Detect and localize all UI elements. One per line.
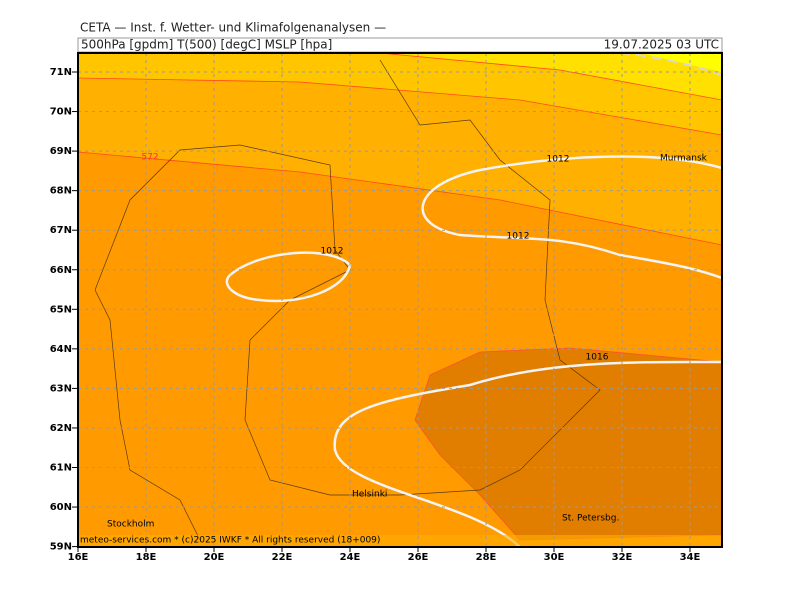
lon-label: 30E	[544, 552, 565, 563]
lat-label: 61N	[50, 463, 72, 474]
boundary	[78, 151, 722, 246]
coastline	[94, 59, 601, 496]
lat-label: 65N	[50, 304, 72, 315]
boundary	[379, 53, 722, 101]
band	[640, 53, 722, 72]
map-frame	[77, 52, 723, 548]
place-label: Stockholm	[107, 520, 154, 530]
lat-label: 59N	[50, 542, 72, 553]
isobar	[225, 251, 352, 303]
isobar	[333, 360, 722, 547]
lat-label: 67N	[50, 225, 72, 236]
boundary	[78, 77, 722, 136]
footer: meteo-services.com * (c)2025 IWKF * All …	[80, 536, 380, 546]
lon-label: 26E	[408, 552, 429, 563]
isobar	[380, 53, 722, 76]
lon-label: 24E	[340, 552, 361, 563]
lon-label: 34E	[680, 552, 701, 563]
lon-label: 20E	[204, 552, 225, 563]
lat-label: 60N	[50, 502, 72, 513]
map-area	[78, 53, 722, 547]
place-label: Helsinki	[352, 490, 387, 500]
place-label: Murmansk	[660, 154, 708, 164]
isobar-label: 1016	[586, 353, 609, 363]
header-title: CETA — Inst. f. Wetter- und Klimafolgena…	[80, 21, 386, 35]
lat-label: 69N	[50, 146, 72, 157]
band	[380, 53, 722, 100]
lat-label: 64N	[50, 344, 72, 355]
lat-label: 66N	[50, 265, 72, 276]
lon-label: 16E	[68, 552, 89, 563]
geopotential-label: 572	[141, 153, 158, 163]
header-right: 19.07.2025 03 UTC	[604, 38, 719, 52]
lat-label: 63N	[50, 383, 72, 394]
lon-label: 28E	[476, 552, 497, 563]
lon-label: 18E	[136, 552, 157, 563]
place-label: St. Petersbg.	[562, 514, 619, 524]
band	[78, 53, 722, 135]
lon-label: 32E	[612, 552, 633, 563]
lat-label: 68N	[50, 186, 72, 197]
header-left: 500hPa [gpdm] T(500) [degC] MSLP [hpa]	[81, 38, 332, 52]
lat-label: 62N	[50, 423, 72, 434]
footer-band	[78, 535, 722, 547]
isobar-label: 1012	[321, 247, 344, 257]
isobar-label: 1012	[507, 232, 530, 242]
lat-label: 71N	[50, 67, 72, 78]
band	[414, 347, 722, 541]
isobar-label: 1012	[547, 155, 570, 165]
lon-label: 22E	[272, 552, 293, 563]
axes: 71N70N69N68N67N66N65N64N63N62N61N60N59N1…	[50, 67, 701, 563]
lat-label: 70N	[50, 107, 72, 118]
